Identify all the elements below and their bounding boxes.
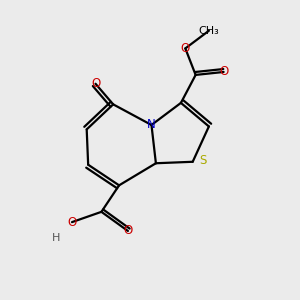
Text: CH₃: CH₃ bbox=[199, 26, 219, 36]
Text: O: O bbox=[219, 65, 228, 79]
Text: H: H bbox=[52, 233, 60, 243]
Text: O: O bbox=[123, 224, 133, 238]
Text: O: O bbox=[181, 42, 190, 55]
Text: S: S bbox=[199, 154, 207, 167]
Text: N: N bbox=[147, 118, 156, 131]
Text: O: O bbox=[91, 77, 100, 90]
Text: O: O bbox=[67, 216, 76, 229]
